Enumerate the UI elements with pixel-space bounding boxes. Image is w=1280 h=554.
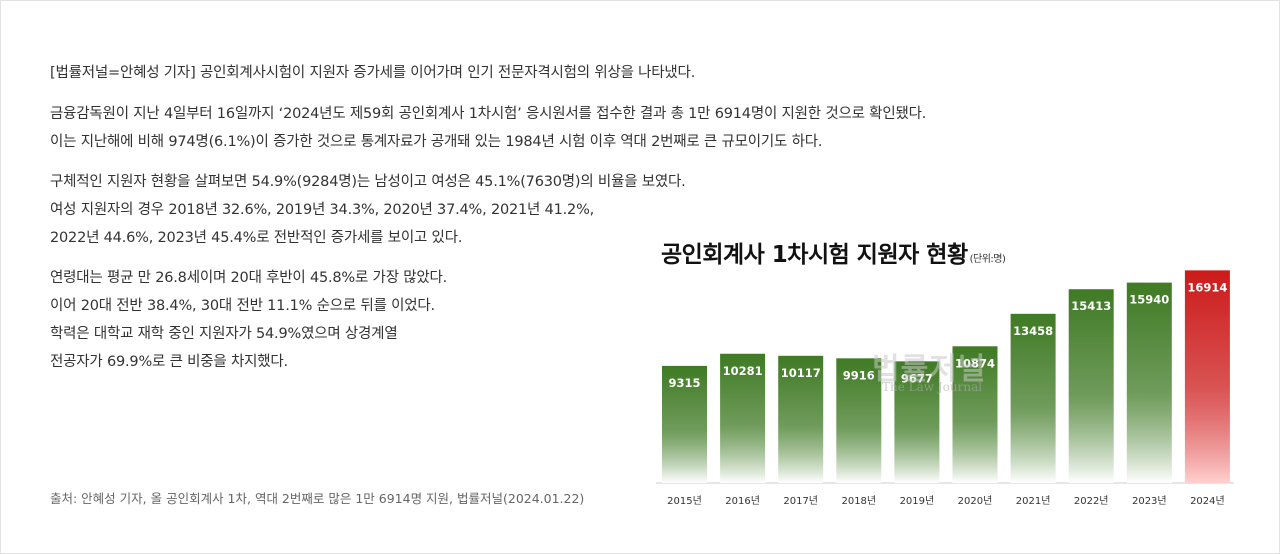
bar-2023년 bbox=[1126, 282, 1172, 483]
bar-2022년 bbox=[1068, 289, 1114, 483]
article-paragraph-3-line-3: 2022년 44.6%, 2023년 45.4%로 전반적인 증가세를 보이고 … bbox=[50, 230, 463, 246]
article-paragraph-3-line-2: 여성 지원자의 경우 2018년 32.6%, 2019년 34.3%, 202… bbox=[50, 202, 595, 218]
chart-title: 공인회계사 1차시험 지원자 현황 (단위:명) bbox=[661, 235, 1006, 269]
bar-2021년 bbox=[1010, 313, 1056, 483]
bar-2018년 bbox=[836, 358, 882, 483]
data-label-2022년: 15413 bbox=[1071, 299, 1111, 313]
x-tick-label-2018년: 2018년 bbox=[841, 495, 876, 507]
chart-unit: (단위:명) bbox=[969, 254, 1006, 265]
article-paragraph-4-line-2: 이어 20대 전반 38.4%, 30대 전반 11.1% 순으로 뒤를 이었다… bbox=[50, 298, 435, 314]
bar-2019년 bbox=[894, 361, 940, 483]
bar-2017년 bbox=[778, 355, 824, 483]
x-tick-label-2024년: 2024년 bbox=[1190, 495, 1225, 507]
data-label-2023년: 15940 bbox=[1129, 293, 1169, 307]
data-label-2017년: 10117 bbox=[781, 366, 821, 380]
x-tick-label-2023년: 2023년 bbox=[1132, 495, 1167, 507]
bar-2016년 bbox=[720, 353, 766, 483]
bar-2024년 bbox=[1184, 270, 1230, 483]
data-label-2018년: 9916 bbox=[843, 368, 875, 382]
data-label-2016년: 10281 bbox=[723, 364, 763, 378]
watermark-logo: 법률저널 bbox=[872, 352, 987, 387]
x-tick-label-2022년: 2022년 bbox=[1074, 495, 1109, 507]
data-label-2019년: 9677 bbox=[901, 371, 933, 385]
article-paragraph-2-line-1: 금융감독원이 지난 4일부터 16일까지 ‘2024년도 제59회 공인회계사 … bbox=[50, 106, 927, 122]
article-paragraph-4-line-4: 전공자가 69.9%로 큰 비중을 차지했다. bbox=[50, 354, 288, 370]
x-tick-label-2020년: 2020년 bbox=[958, 495, 993, 507]
x-tick-label-2016년: 2016년 bbox=[725, 495, 760, 507]
x-tick-label-2021년: 2021년 bbox=[1016, 495, 1051, 507]
article-paragraph-4-line-3: 학력은 대학교 재학 중인 지원자가 54.9%였으며 상경계열 bbox=[50, 326, 398, 342]
article-paragraph-4-line-1: 연령대는 평균 만 26.8세이며 20대 후반이 45.8%로 가장 많았다. bbox=[50, 270, 448, 286]
bar-2020년 bbox=[952, 346, 998, 483]
data-label-2020년: 10874 bbox=[955, 356, 995, 370]
x-tick-label-2019년: 2019년 bbox=[900, 495, 935, 507]
data-label-2015년: 9315 bbox=[668, 376, 700, 390]
data-label-2024년: 16914 bbox=[1187, 280, 1227, 294]
x-tick-label-2017년: 2017년 bbox=[783, 495, 818, 507]
source-citation: 출처: 안혜성 기자, 올 공인회계사 1차, 역대 2번째로 많은 1만 69… bbox=[50, 491, 585, 506]
watermark-subtitle: The Law Journal bbox=[882, 380, 983, 394]
article-paragraph-3-line-1: 구체적인 지원자 현황을 살펴보면 54.9%(9284명)는 남성이고 여성은… bbox=[50, 174, 686, 190]
bar-chart: 9315 2015년 10281 2016년 10117 2017년 9916 2018년 96… bbox=[656, 270, 1234, 507]
bar-2015년 bbox=[662, 365, 707, 483]
article-paragraph-1: [법률저널=안혜성 기자] 공인회계사시험이 지원자 증가세를 이어가며 인기 … bbox=[50, 65, 696, 81]
data-label-2021년: 13458 bbox=[1013, 324, 1053, 338]
x-tick-label-2015년: 2015년 bbox=[667, 495, 702, 507]
article-paragraph-2-line-2: 이는 지난해에 비해 974명(6.1%)이 증가한 것으로 통계자료가 공개돼… bbox=[50, 134, 823, 150]
chart-title-text: 공인회계사 1차시험 지원자 현황 bbox=[661, 242, 968, 268]
